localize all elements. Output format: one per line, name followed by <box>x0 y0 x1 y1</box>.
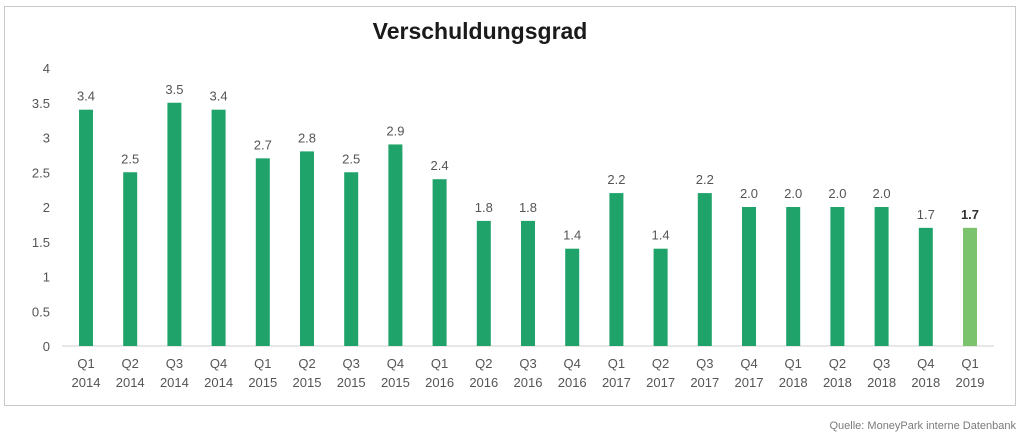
x-tick-label-quarter: Q3 <box>166 356 183 371</box>
x-tick-label-quarter: Q2 <box>652 356 669 371</box>
x-tick-label-quarter: Q1 <box>785 356 802 371</box>
x-tick-label-quarter: Q4 <box>917 356 934 371</box>
x-tick-label-year: 2014 <box>204 375 233 390</box>
bar <box>344 172 359 346</box>
x-tick-label-year: 2016 <box>514 375 543 390</box>
bar <box>255 158 270 346</box>
y-tick-label: 2.5 <box>32 165 50 180</box>
x-tick-label-year: 2016 <box>469 375 498 390</box>
x-tick-label-year: 2016 <box>558 375 587 390</box>
bar-chart: 0 0.5 1 1.5 2 2.5 3 3.5 4 3.4 Q1 2014 2.5 Q2 2014 3.5 Q3… <box>32 61 994 390</box>
x-tick-label-year: 2018 <box>867 375 896 390</box>
bar <box>123 172 138 346</box>
x-tick-label-year: 2015 <box>293 375 322 390</box>
x-tick-label-year: 2019 <box>956 375 985 390</box>
data-label: 1.4 <box>563 228 581 243</box>
x-tick-label-year: 2018 <box>779 375 808 390</box>
data-label: 1.8 <box>519 200 537 215</box>
bar <box>609 193 624 346</box>
y-tick-label: 2 <box>43 200 50 215</box>
data-label: 2.2 <box>607 172 625 187</box>
x-tick-label-quarter: Q1 <box>77 356 94 371</box>
data-label: 2.0 <box>873 186 891 201</box>
x-tick-label-year: 2014 <box>116 375 145 390</box>
bar <box>432 179 447 346</box>
x-tick-label-quarter: Q1 <box>961 356 978 371</box>
data-label: 1.8 <box>475 200 493 215</box>
bar <box>918 227 933 346</box>
x-tick-label-year: 2014 <box>72 375 101 390</box>
x-tick-label-quarter: Q2 <box>475 356 492 371</box>
source-note: Quelle: MoneyPark interne Datenbank <box>829 420 1017 432</box>
data-label: 2.8 <box>298 130 316 145</box>
data-label: 2.0 <box>784 186 802 201</box>
bar <box>79 109 93 346</box>
x-tick-label-quarter: Q3 <box>343 356 360 371</box>
y-tick-label: 0.5 <box>32 304 50 319</box>
bar <box>476 220 491 346</box>
bar <box>167 102 182 346</box>
data-label: 2.0 <box>828 186 846 201</box>
x-tick-label-year: 2018 <box>823 375 852 390</box>
bar <box>963 227 977 346</box>
x-tick-label-quarter: Q3 <box>873 356 890 371</box>
bar <box>786 207 801 346</box>
x-tick-label-quarter: Q4 <box>564 356 581 371</box>
data-label: 2.2 <box>696 172 714 187</box>
x-tick-label-quarter: Q3 <box>519 356 536 371</box>
bar <box>742 207 756 346</box>
data-label: 2.0 <box>740 186 758 201</box>
x-tick-label-quarter: Q3 <box>696 356 713 371</box>
data-label: 1.7 <box>961 207 979 222</box>
data-label: 3.4 <box>77 89 95 104</box>
x-tick-label-quarter: Q4 <box>210 356 227 371</box>
data-label: 3.4 <box>210 89 228 104</box>
x-tick-label-quarter: Q2 <box>829 356 846 371</box>
data-label: 2.4 <box>431 158 449 173</box>
bar <box>388 144 403 346</box>
x-tick-label-quarter: Q1 <box>608 356 625 371</box>
chart-title: Verschuldungsgrad <box>372 18 588 44</box>
x-tick-label-quarter: Q4 <box>740 356 757 371</box>
x-tick-label-quarter: Q1 <box>254 356 271 371</box>
x-tick-label-year: 2018 <box>911 375 940 390</box>
data-label: 2.5 <box>342 151 360 166</box>
y-tick-label: 3.5 <box>32 96 50 111</box>
x-tick-label-year: 2015 <box>337 375 366 390</box>
y-tick-label: 1.5 <box>32 235 50 250</box>
y-tick-label: 0 <box>43 339 50 354</box>
data-label: 1.7 <box>917 207 935 222</box>
bar <box>697 193 712 346</box>
bar <box>300 151 314 346</box>
data-label: 2.5 <box>121 151 139 166</box>
y-tick-label: 3 <box>43 131 50 146</box>
bar <box>830 207 845 346</box>
x-tick-label-quarter: Q2 <box>298 356 315 371</box>
data-label: 1.4 <box>652 228 670 243</box>
x-tick-label-year: 2014 <box>160 375 189 390</box>
bar <box>521 220 535 346</box>
x-tick-label-year: 2017 <box>602 375 631 390</box>
data-label: 2.9 <box>386 123 404 138</box>
bar <box>874 207 889 346</box>
x-tick-label-year: 2016 <box>425 375 454 390</box>
y-tick-label: 1 <box>43 270 50 285</box>
bar <box>565 248 580 346</box>
x-tick-label-quarter: Q4 <box>387 356 404 371</box>
x-tick-label-year: 2017 <box>646 375 675 390</box>
bar <box>653 248 668 346</box>
data-label: 3.5 <box>165 82 183 97</box>
x-tick-label-year: 2015 <box>248 375 277 390</box>
x-tick-label-year: 2015 <box>381 375 410 390</box>
bar <box>211 109 226 346</box>
x-tick-label-quarter: Q2 <box>122 356 139 371</box>
x-tick-label-year: 2017 <box>690 375 719 390</box>
x-tick-label-quarter: Q1 <box>431 356 448 371</box>
x-tick-label-year: 2017 <box>735 375 764 390</box>
y-tick-label: 4 <box>43 61 50 76</box>
data-label: 2.7 <box>254 137 272 152</box>
